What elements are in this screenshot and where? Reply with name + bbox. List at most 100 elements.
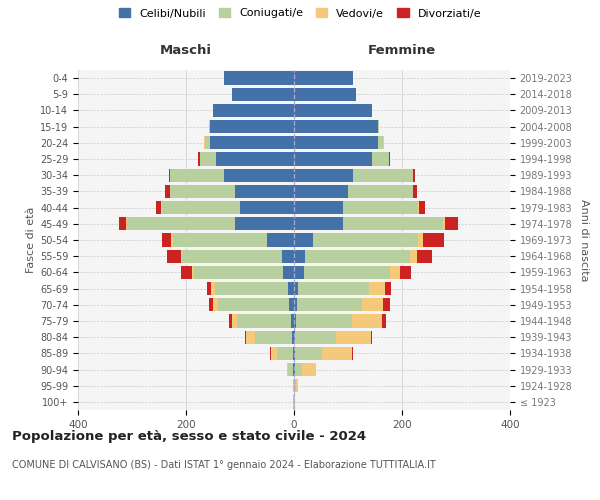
Legend: Celibi/Nubili, Coniugati/e, Vedovi/e, Divorziati/e: Celibi/Nubili, Coniugati/e, Vedovi/e, Di… xyxy=(119,8,481,18)
Bar xyxy=(173,234,267,246)
Bar xyxy=(224,168,294,182)
Bar xyxy=(293,346,294,360)
Bar xyxy=(194,266,283,279)
Bar xyxy=(294,88,356,101)
Bar xyxy=(294,266,304,279)
Bar xyxy=(296,314,352,328)
Bar xyxy=(156,201,161,214)
Bar xyxy=(296,379,298,392)
Bar xyxy=(292,314,294,328)
Bar xyxy=(445,217,458,230)
Bar xyxy=(267,234,294,246)
Bar xyxy=(361,298,383,312)
Bar xyxy=(418,234,422,246)
Bar xyxy=(410,250,416,263)
Bar xyxy=(218,298,289,312)
Bar xyxy=(166,185,170,198)
Bar xyxy=(443,217,445,230)
Bar xyxy=(382,314,386,328)
Bar xyxy=(288,363,293,376)
Bar xyxy=(294,168,353,182)
Bar xyxy=(343,201,418,214)
Bar xyxy=(294,104,372,117)
Bar xyxy=(181,266,192,279)
Bar xyxy=(295,346,322,360)
Bar xyxy=(294,136,378,149)
Bar xyxy=(302,363,316,376)
Bar xyxy=(298,282,368,295)
Bar xyxy=(213,298,218,312)
Text: Popolazione per età, sesso e stato civile - 2024: Popolazione per età, sesso e stato civil… xyxy=(12,430,366,443)
Bar xyxy=(289,298,294,312)
Bar xyxy=(224,72,294,85)
Bar xyxy=(294,330,295,344)
Bar xyxy=(385,282,391,295)
Bar xyxy=(294,298,296,312)
Bar xyxy=(294,152,372,166)
Bar xyxy=(294,72,353,85)
Bar xyxy=(192,266,194,279)
Bar xyxy=(348,185,413,198)
Bar xyxy=(245,330,247,344)
Bar xyxy=(295,330,335,344)
Bar xyxy=(305,250,410,263)
Bar xyxy=(238,314,292,328)
Bar xyxy=(371,330,372,344)
Bar xyxy=(368,282,385,295)
Bar xyxy=(270,346,271,360)
Bar xyxy=(335,330,371,344)
Bar xyxy=(378,120,379,134)
Bar xyxy=(352,314,382,328)
Bar xyxy=(127,217,235,230)
Bar xyxy=(390,266,400,279)
Bar xyxy=(235,185,294,198)
Bar xyxy=(209,120,211,134)
Bar xyxy=(294,185,348,198)
Bar xyxy=(247,330,254,344)
Bar xyxy=(322,346,352,360)
Bar xyxy=(418,201,419,214)
Bar xyxy=(167,250,181,263)
Bar xyxy=(204,136,205,149)
Bar xyxy=(353,168,413,182)
Bar xyxy=(119,217,126,230)
Bar xyxy=(182,250,282,263)
Bar xyxy=(419,201,425,214)
Bar xyxy=(296,298,361,312)
Bar xyxy=(181,250,182,263)
Bar xyxy=(416,250,432,263)
Bar xyxy=(229,314,232,328)
Bar xyxy=(287,282,294,295)
Bar xyxy=(240,201,294,214)
Bar xyxy=(294,314,296,328)
Bar xyxy=(254,330,292,344)
Bar xyxy=(211,282,215,295)
Text: Femmine: Femmine xyxy=(368,44,436,57)
Y-axis label: Fasce di età: Fasce di età xyxy=(26,207,36,273)
Bar xyxy=(294,346,295,360)
Bar xyxy=(211,136,294,149)
Bar xyxy=(292,330,294,344)
Bar xyxy=(304,266,390,279)
Bar xyxy=(216,152,294,166)
Bar xyxy=(378,136,383,149)
Text: Maschi: Maschi xyxy=(160,44,212,57)
Y-axis label: Anni di nascita: Anni di nascita xyxy=(579,198,589,281)
Bar xyxy=(199,152,216,166)
Bar xyxy=(232,88,294,101)
Bar xyxy=(287,363,288,376)
Bar xyxy=(294,201,343,214)
Bar xyxy=(294,217,343,230)
Bar xyxy=(169,168,170,182)
Bar xyxy=(162,234,172,246)
Bar xyxy=(389,152,390,166)
Bar xyxy=(294,379,296,392)
Bar xyxy=(232,314,238,328)
Bar xyxy=(271,346,277,360)
Bar xyxy=(283,266,294,279)
Bar xyxy=(413,185,416,198)
Bar xyxy=(277,346,293,360)
Bar xyxy=(372,152,389,166)
Bar xyxy=(172,234,173,246)
Bar xyxy=(294,120,378,134)
